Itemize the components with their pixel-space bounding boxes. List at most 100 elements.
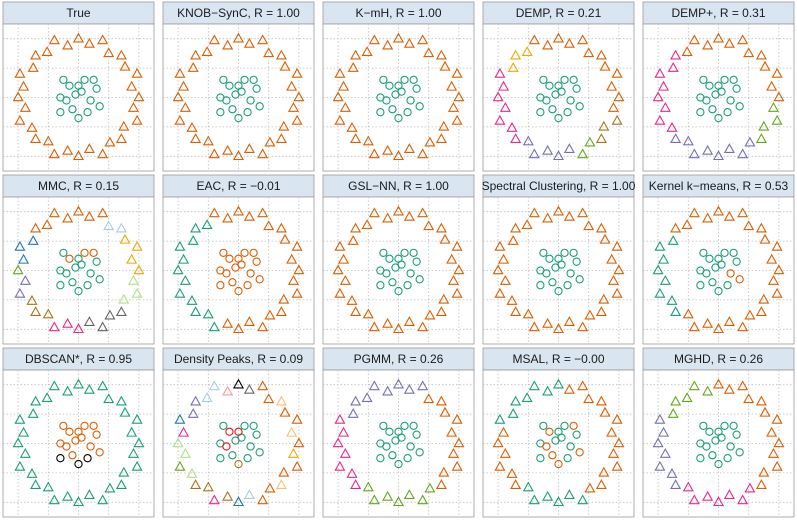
point <box>83 108 92 117</box>
point <box>714 113 723 123</box>
point <box>657 80 670 91</box>
point <box>666 294 678 305</box>
point <box>252 257 261 266</box>
point <box>681 46 693 56</box>
point <box>696 454 705 463</box>
point <box>346 121 358 132</box>
point <box>654 240 666 251</box>
point <box>521 219 533 229</box>
point <box>92 430 101 439</box>
point <box>186 467 198 478</box>
point <box>435 395 447 406</box>
point <box>187 234 199 245</box>
point <box>190 395 202 406</box>
point <box>337 426 350 437</box>
point <box>59 421 68 431</box>
point <box>339 101 351 112</box>
point <box>179 447 191 458</box>
point <box>510 49 522 60</box>
point <box>133 91 145 102</box>
point <box>246 269 255 278</box>
point <box>435 133 447 143</box>
point <box>539 75 548 85</box>
point <box>92 84 101 93</box>
point <box>453 264 465 275</box>
point <box>702 39 714 50</box>
point <box>286 253 298 264</box>
point <box>334 287 346 298</box>
point <box>30 133 42 143</box>
point <box>222 269 231 278</box>
point <box>714 427 723 436</box>
point <box>688 494 700 505</box>
point <box>216 454 225 463</box>
point <box>415 275 424 284</box>
point <box>346 467 358 478</box>
point <box>446 80 458 91</box>
point <box>72 150 85 161</box>
point <box>293 264 305 275</box>
point <box>257 207 269 218</box>
point <box>228 278 237 287</box>
point <box>14 413 26 424</box>
point <box>569 248 578 258</box>
point <box>572 430 581 439</box>
point <box>234 81 243 90</box>
point <box>291 413 303 424</box>
point <box>225 254 234 263</box>
point <box>97 321 109 332</box>
point <box>368 207 380 218</box>
point <box>392 378 405 389</box>
point <box>225 427 234 436</box>
point <box>379 421 388 431</box>
point <box>744 482 756 493</box>
point <box>243 316 255 326</box>
point <box>234 254 243 263</box>
point <box>291 287 303 298</box>
point <box>702 212 714 223</box>
panel: PGMM, R = 0.26 <box>322 347 475 518</box>
point <box>507 61 519 72</box>
panel-title: Spectral Clustering, R = 1.00 <box>482 179 636 193</box>
point <box>446 253 458 264</box>
point <box>361 392 373 402</box>
point <box>545 427 554 436</box>
point <box>409 75 418 85</box>
point <box>712 205 725 216</box>
point <box>394 81 403 90</box>
point <box>62 442 71 451</box>
point <box>611 413 623 424</box>
point <box>17 253 30 264</box>
point <box>670 222 682 233</box>
point <box>350 306 362 316</box>
panel-title: K−mH, R = 1.00 <box>355 6 441 20</box>
panel: DEMP, R = 0.21 <box>482 1 635 172</box>
point <box>424 136 436 147</box>
point <box>682 135 694 146</box>
point <box>583 47 595 58</box>
point <box>19 101 31 112</box>
point <box>279 60 291 71</box>
point <box>115 306 127 316</box>
point <box>744 136 756 147</box>
point <box>368 34 380 45</box>
point <box>681 219 693 229</box>
point <box>27 61 39 72</box>
point <box>172 264 184 275</box>
point <box>334 413 346 424</box>
point <box>119 60 131 71</box>
point <box>208 34 220 45</box>
point <box>699 421 708 431</box>
point <box>115 479 127 489</box>
point <box>225 81 234 90</box>
point <box>376 281 385 290</box>
point <box>552 496 565 507</box>
point <box>264 309 276 320</box>
point <box>714 459 723 469</box>
point <box>48 34 60 45</box>
point <box>506 467 518 478</box>
point <box>755 479 767 489</box>
point <box>528 380 540 391</box>
point <box>595 395 607 406</box>
point <box>255 102 264 111</box>
